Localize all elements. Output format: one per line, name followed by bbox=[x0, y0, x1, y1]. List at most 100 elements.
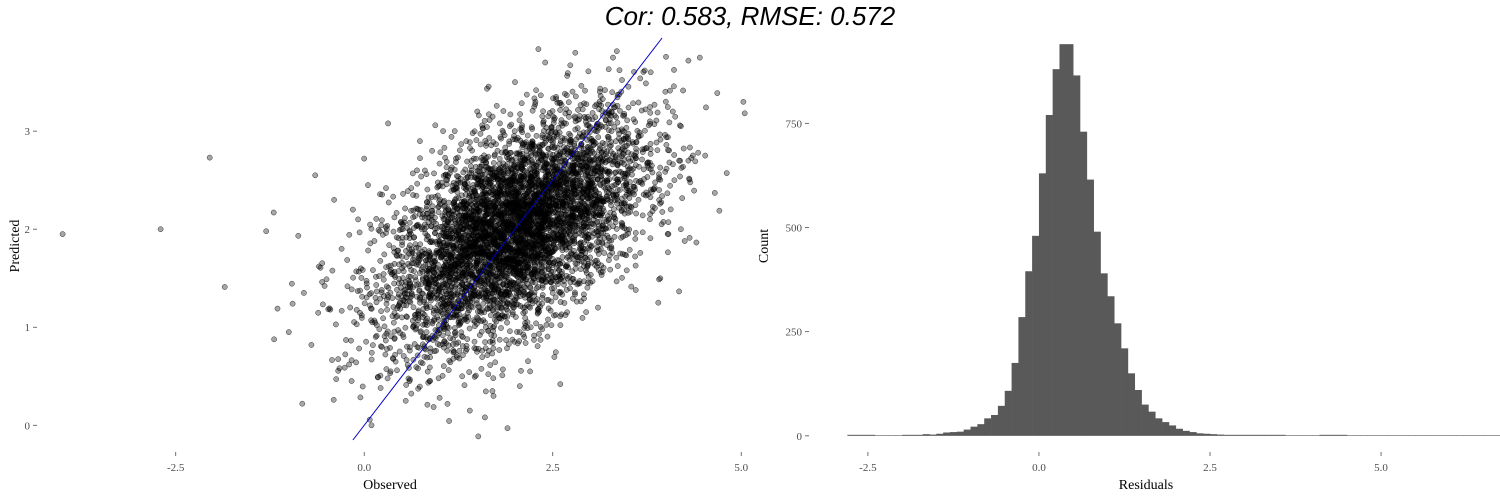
scatter-point bbox=[416, 383, 423, 390]
scatter-point bbox=[432, 122, 439, 129]
scatter-point bbox=[572, 183, 579, 190]
scatter-point bbox=[444, 400, 451, 407]
scatter-point bbox=[516, 383, 523, 389]
scatter-point bbox=[518, 206, 525, 213]
scatter-point bbox=[647, 194, 654, 201]
scatter-point bbox=[546, 188, 553, 195]
scatter-point bbox=[485, 371, 492, 378]
scatter-point bbox=[502, 144, 509, 151]
scatter-point bbox=[498, 325, 504, 331]
scatter-point bbox=[579, 315, 586, 321]
scatter-point bbox=[554, 145, 561, 151]
scatter-point bbox=[464, 158, 470, 165]
scatter-point bbox=[410, 214, 416, 221]
scatter-point bbox=[558, 102, 565, 108]
scatter-point bbox=[564, 254, 571, 261]
scatter-point bbox=[525, 358, 531, 365]
scatter-point bbox=[588, 220, 595, 227]
scatter-point bbox=[564, 170, 571, 177]
scatter-point bbox=[581, 295, 587, 302]
scatter-point bbox=[338, 307, 345, 314]
scatter-point bbox=[560, 220, 566, 227]
scatter-point bbox=[560, 148, 566, 155]
scatter-point bbox=[417, 138, 423, 144]
scatter-point bbox=[531, 103, 538, 110]
scatter-point bbox=[676, 288, 682, 295]
scatter-point bbox=[416, 270, 423, 276]
scatter-point bbox=[453, 340, 460, 347]
scatter-point bbox=[390, 193, 397, 200]
scatter-point bbox=[320, 301, 326, 308]
scatter-point bbox=[478, 365, 485, 372]
scatter-point bbox=[389, 269, 396, 276]
scatter-point bbox=[582, 87, 588, 94]
scatter-point bbox=[381, 251, 388, 258]
scatter-point bbox=[535, 284, 542, 290]
scatter-point bbox=[575, 156, 582, 163]
scatter-point bbox=[595, 251, 602, 257]
scatter-point bbox=[531, 246, 538, 253]
scatter-point bbox=[356, 345, 362, 352]
scatter-point bbox=[527, 285, 534, 291]
scatter-point bbox=[423, 329, 430, 336]
scatter-point bbox=[677, 173, 683, 180]
scatter-point bbox=[651, 101, 658, 108]
scatter-point bbox=[490, 301, 497, 308]
scatter-point bbox=[517, 224, 524, 231]
scatter-point bbox=[627, 158, 633, 165]
scatter-point bbox=[464, 318, 470, 324]
scatter-point bbox=[557, 138, 564, 145]
scatter-point bbox=[509, 336, 516, 343]
scatter-point bbox=[680, 87, 686, 94]
scatter-point bbox=[528, 174, 535, 180]
scatter-point bbox=[399, 265, 406, 272]
scatter-point bbox=[473, 155, 480, 162]
scatter-point bbox=[390, 228, 397, 235]
scatter-point bbox=[414, 293, 420, 300]
scatter-point bbox=[662, 88, 669, 95]
scatter-point bbox=[357, 394, 364, 401]
scatter-point bbox=[631, 191, 637, 198]
scatter-point bbox=[482, 339, 488, 345]
scatter-point bbox=[543, 321, 550, 328]
scatter-point bbox=[419, 360, 426, 367]
scatter-point bbox=[544, 333, 551, 340]
scatter-point bbox=[552, 294, 559, 301]
scatter-point bbox=[405, 260, 412, 267]
scatter-point bbox=[538, 277, 545, 283]
scatter-point bbox=[465, 267, 472, 273]
scatter-point bbox=[514, 135, 521, 141]
scatter-point bbox=[585, 235, 592, 241]
scatter-point bbox=[502, 190, 508, 197]
scatter-point bbox=[348, 337, 354, 344]
scatter-point bbox=[570, 206, 577, 213]
scatter-point bbox=[545, 316, 551, 323]
scatter-point bbox=[557, 107, 563, 113]
scatter-point bbox=[613, 278, 620, 285]
scatter-point bbox=[458, 257, 465, 264]
scatter-point bbox=[471, 373, 478, 380]
scatter-point bbox=[449, 214, 456, 221]
scatter-point bbox=[470, 213, 476, 219]
scatter-point bbox=[611, 182, 618, 189]
scatter-point bbox=[511, 128, 518, 134]
scatter-point bbox=[618, 208, 625, 215]
scatter-point bbox=[602, 141, 609, 147]
scatter-point bbox=[605, 134, 612, 140]
scatter-point bbox=[613, 254, 620, 261]
scatter-point bbox=[489, 306, 496, 313]
scatter-point bbox=[652, 179, 658, 186]
scatter-point bbox=[561, 154, 567, 160]
scatter-point bbox=[450, 244, 456, 250]
scatter-point bbox=[619, 251, 626, 257]
scatter-point bbox=[378, 344, 385, 350]
scatter-point bbox=[657, 275, 664, 282]
scatter-point bbox=[611, 124, 618, 130]
scatter-point bbox=[593, 247, 600, 254]
scatter-point bbox=[532, 262, 538, 268]
scatter-point bbox=[442, 284, 448, 291]
scatter-point bbox=[423, 203, 430, 210]
scatter-point bbox=[422, 167, 428, 174]
scatter-point bbox=[422, 262, 429, 268]
scatter-point bbox=[443, 158, 450, 165]
